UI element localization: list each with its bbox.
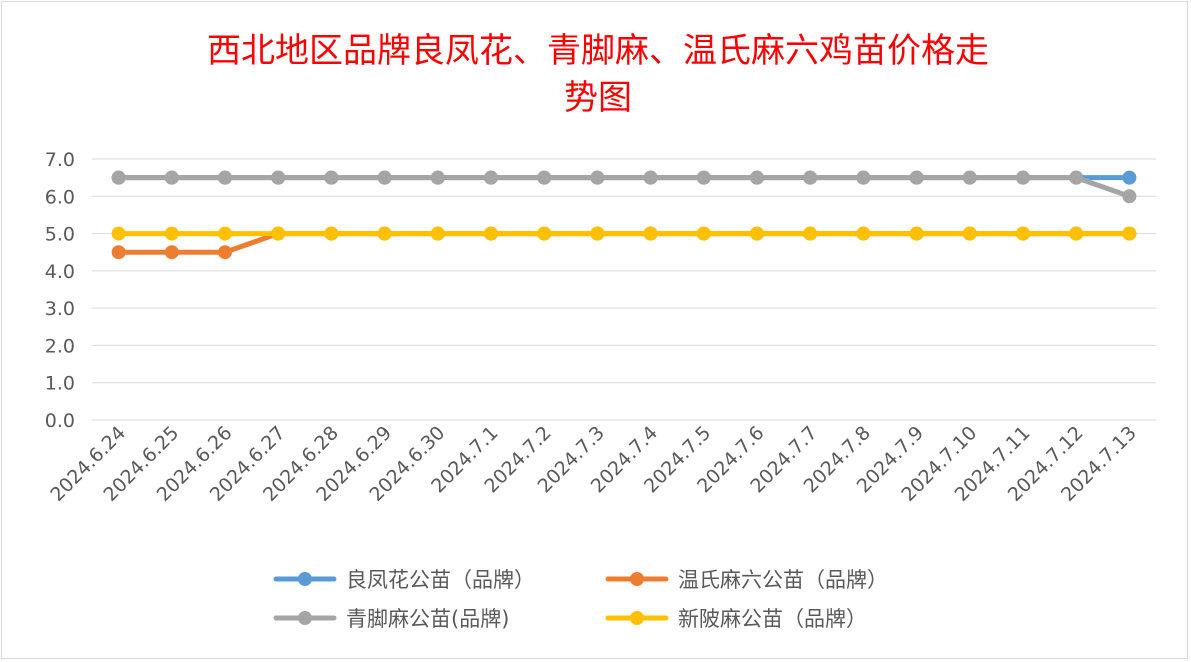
data-point — [484, 226, 498, 241]
y-tick-label: 1.0 — [45, 373, 75, 395]
data-point — [643, 226, 658, 241]
data-point — [377, 226, 392, 241]
data-point — [696, 170, 711, 185]
data-point — [430, 226, 445, 241]
y-tick-label: 7.0 — [45, 149, 75, 171]
legend-swatch-marker — [630, 572, 644, 586]
series-4 — [111, 226, 1137, 241]
legend-item: 新陂麻公苗（品牌） — [605, 607, 867, 631]
series-line — [116, 175, 1132, 199]
chart-title-line-1: 西北地区品牌良凤花、青脚麻、温氏麻六鸡苗价格走 — [207, 31, 989, 71]
legend-label: 青脚麻公苗(品牌) — [346, 607, 509, 631]
legend-label: 温氏麻六公苗（品牌） — [678, 568, 888, 592]
y-tick-label: 2.0 — [45, 335, 75, 357]
data-point — [803, 226, 818, 241]
data-point — [803, 170, 818, 185]
data-point — [111, 170, 126, 185]
data-point — [324, 226, 339, 241]
data-point — [1069, 170, 1084, 185]
data-point — [164, 226, 179, 241]
data-point — [696, 226, 711, 241]
y-tick-label: 3.0 — [45, 298, 75, 320]
legend-label: 良凤花公苗（品牌） — [346, 568, 535, 592]
data-point — [1122, 170, 1137, 185]
data-point — [1122, 189, 1137, 204]
y-tick-label: 5.0 — [45, 224, 75, 246]
legend-item: 良凤花公苗（品牌） — [273, 568, 535, 592]
legend-swatch-marker — [298, 572, 312, 586]
y-tick-label: 0.0 — [45, 410, 75, 432]
y-tick-label: 6.0 — [45, 186, 75, 208]
gridlines — [92, 158, 1156, 421]
data-point — [962, 170, 977, 185]
data-point — [271, 170, 286, 185]
data-point — [164, 170, 179, 185]
data-point — [111, 226, 126, 241]
legend-item: 温氏麻六公苗（品牌） — [605, 568, 888, 592]
data-point — [1069, 226, 1084, 241]
data-point — [218, 226, 232, 241]
data-point — [111, 245, 126, 260]
data-point — [271, 226, 286, 241]
data-point — [643, 170, 658, 185]
data-point — [218, 245, 232, 260]
data-point — [750, 170, 764, 185]
data-point — [218, 170, 232, 185]
legend-swatch-marker — [630, 611, 644, 625]
series-line — [116, 231, 1132, 255]
legend-label: 新陂麻公苗（品牌） — [678, 607, 867, 631]
data-point — [430, 170, 445, 185]
series-lines — [111, 170, 1137, 260]
data-point — [590, 170, 605, 185]
data-point — [324, 170, 339, 185]
data-point — [909, 226, 924, 241]
data-point — [537, 226, 552, 241]
data-point — [1016, 226, 1030, 241]
data-point — [537, 170, 552, 185]
data-point — [856, 226, 871, 241]
chart-title: 西北地区品牌良凤花、青脚麻、温氏麻六鸡苗价格走 势图 — [207, 31, 989, 118]
series-3 — [111, 170, 1137, 204]
data-point — [590, 226, 605, 241]
data-point — [484, 170, 498, 185]
data-point — [962, 226, 977, 241]
y-tick-label: 4.0 — [45, 261, 75, 283]
legend-item: 青脚麻公苗(品牌) — [273, 607, 509, 631]
x-axis: 2024.6.242024.6.252024.6.262024.6.272024… — [46, 422, 1141, 506]
data-point — [164, 245, 179, 260]
chart-title-line-2: 势图 — [564, 78, 632, 118]
data-point — [377, 170, 392, 185]
data-point — [1016, 170, 1030, 185]
y-axis: 0.0 1.0 2.0 3.0 4.0 5.0 6.0 7.0 — [45, 149, 75, 432]
data-point — [909, 170, 924, 185]
legend-swatch-marker — [298, 611, 312, 625]
legend: 良凤花公苗（品牌） 温氏麻六公苗（品牌） 青脚麻公苗(品牌) 新陂麻公苗（品牌） — [273, 568, 888, 631]
data-point — [856, 170, 871, 185]
data-point — [1122, 226, 1137, 241]
data-point — [750, 226, 764, 241]
